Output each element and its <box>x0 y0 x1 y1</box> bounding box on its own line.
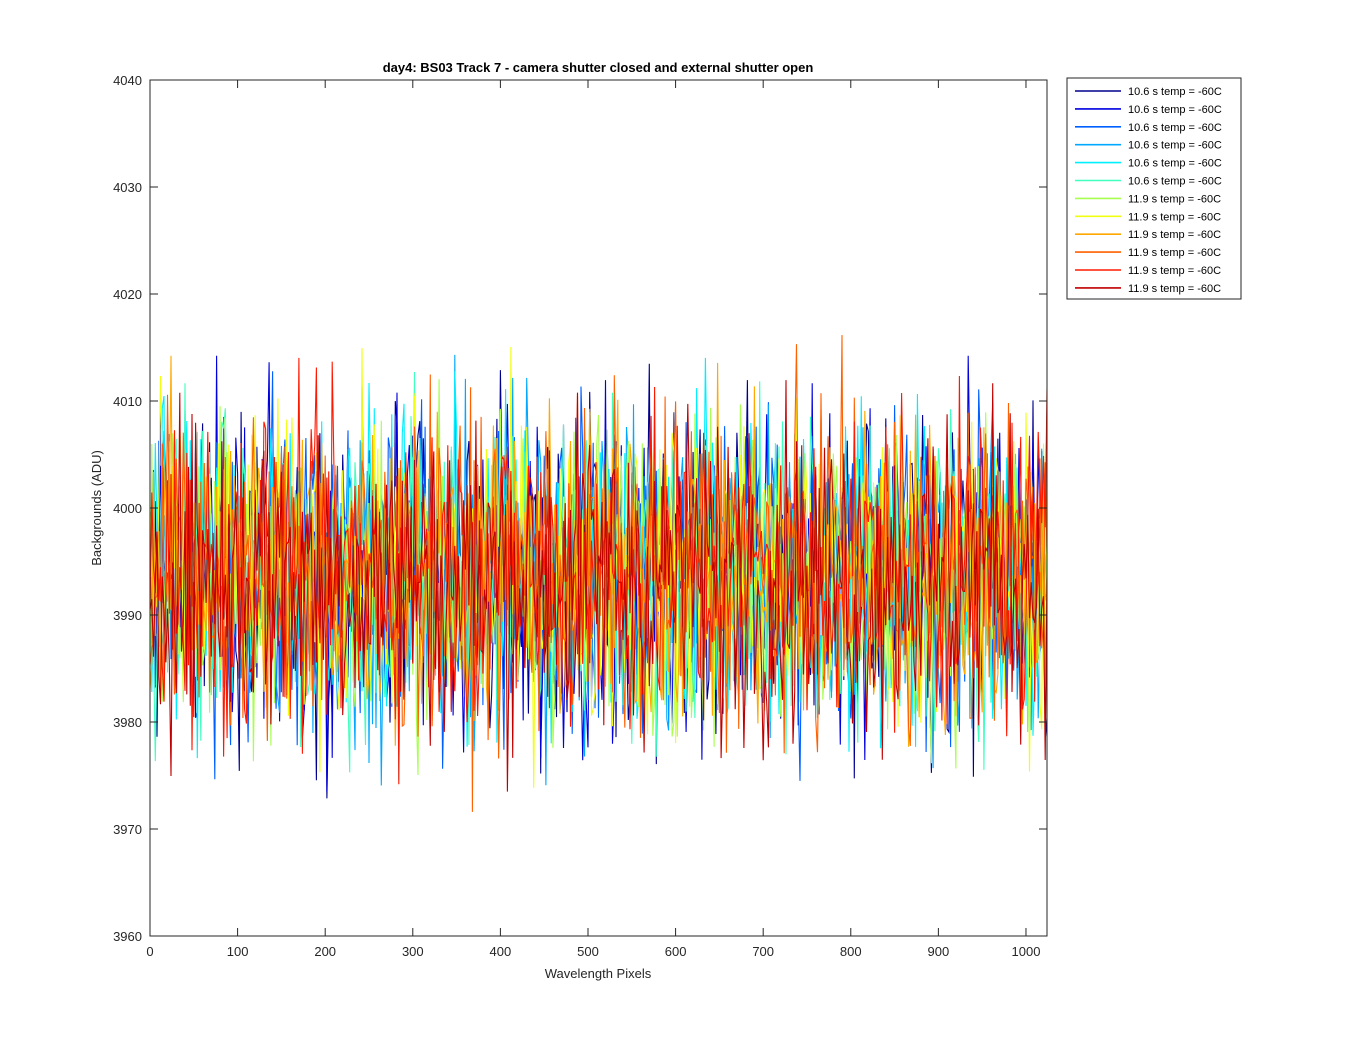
legend-label-8: 11.9 s temp = -60C <box>1128 211 1221 223</box>
x-tick-label: 0 <box>146 944 153 959</box>
legend: 10.6 s temp = -60C 10.6 s temp = -60C 10.6… <box>1066 77 1242 300</box>
y-tick-label: 3960 <box>113 929 142 944</box>
x-tick-label: 800 <box>840 944 862 959</box>
legend-label-11: 11.9 s temp = -60C <box>1128 265 1221 277</box>
legend-label-2: 10.6 s temp = -60C <box>1128 104 1222 116</box>
x-tick-label: 400 <box>490 944 512 959</box>
legend-box <box>1066 77 1242 300</box>
legend-label-7: 11.9 s temp = -60C <box>1128 193 1221 205</box>
legend-label-12: 11.9 s temp = -60C <box>1128 283 1221 295</box>
chart-title: day4: BS03 Track 7 - camera shutter clos… <box>383 60 814 75</box>
series-line-11 <box>150 357 1047 785</box>
x-tick-label: 900 <box>928 944 950 959</box>
legend-label-6: 10.6 s temp = -60C <box>1128 176 1222 188</box>
y-tick-label: 4040 <box>113 73 142 88</box>
x-tick-label: 600 <box>665 944 687 959</box>
y-tick-label: 3990 <box>113 608 142 623</box>
x-tick-label: 1000 <box>1012 944 1041 959</box>
x-tick-label: 300 <box>402 944 424 959</box>
y-tick-label: 3970 <box>113 822 142 837</box>
x-tick-label: 500 <box>577 944 599 959</box>
x-tick-label: 200 <box>314 944 336 959</box>
series-line-10 <box>150 335 1047 812</box>
legend-label-5: 10.6 s temp = -60C <box>1128 158 1222 170</box>
series-lines <box>150 335 1047 812</box>
y-tick-label: 4030 <box>113 180 142 195</box>
legend-label-1: 10.6 s temp = -60C <box>1128 86 1222 98</box>
y-axis-label: Backgrounds (ADU) <box>89 450 104 566</box>
x-tick-label: 700 <box>752 944 774 959</box>
axis-ticks: 0 100 200 300 400 500 600 700 800 900 1000 3960 3970… <box>113 73 1047 959</box>
y-tick-label: 4000 <box>113 501 142 516</box>
legend-label-10: 11.9 s temp = -60C <box>1128 247 1221 259</box>
legend-label-9: 11.9 s temp = -60C <box>1128 229 1221 241</box>
legend-label-3: 10.6 s temp = -60C <box>1128 122 1222 134</box>
y-tick-label: 3980 <box>113 715 142 730</box>
legend-label-4: 10.6 s temp = -60C <box>1128 140 1222 152</box>
y-tick-label: 4010 <box>113 394 142 409</box>
series-line-12 <box>150 380 1047 792</box>
x-tick-label: 100 <box>227 944 249 959</box>
x-axis-label: Wavelength Pixels <box>545 966 652 981</box>
y-tick-label: 4020 <box>113 287 142 302</box>
